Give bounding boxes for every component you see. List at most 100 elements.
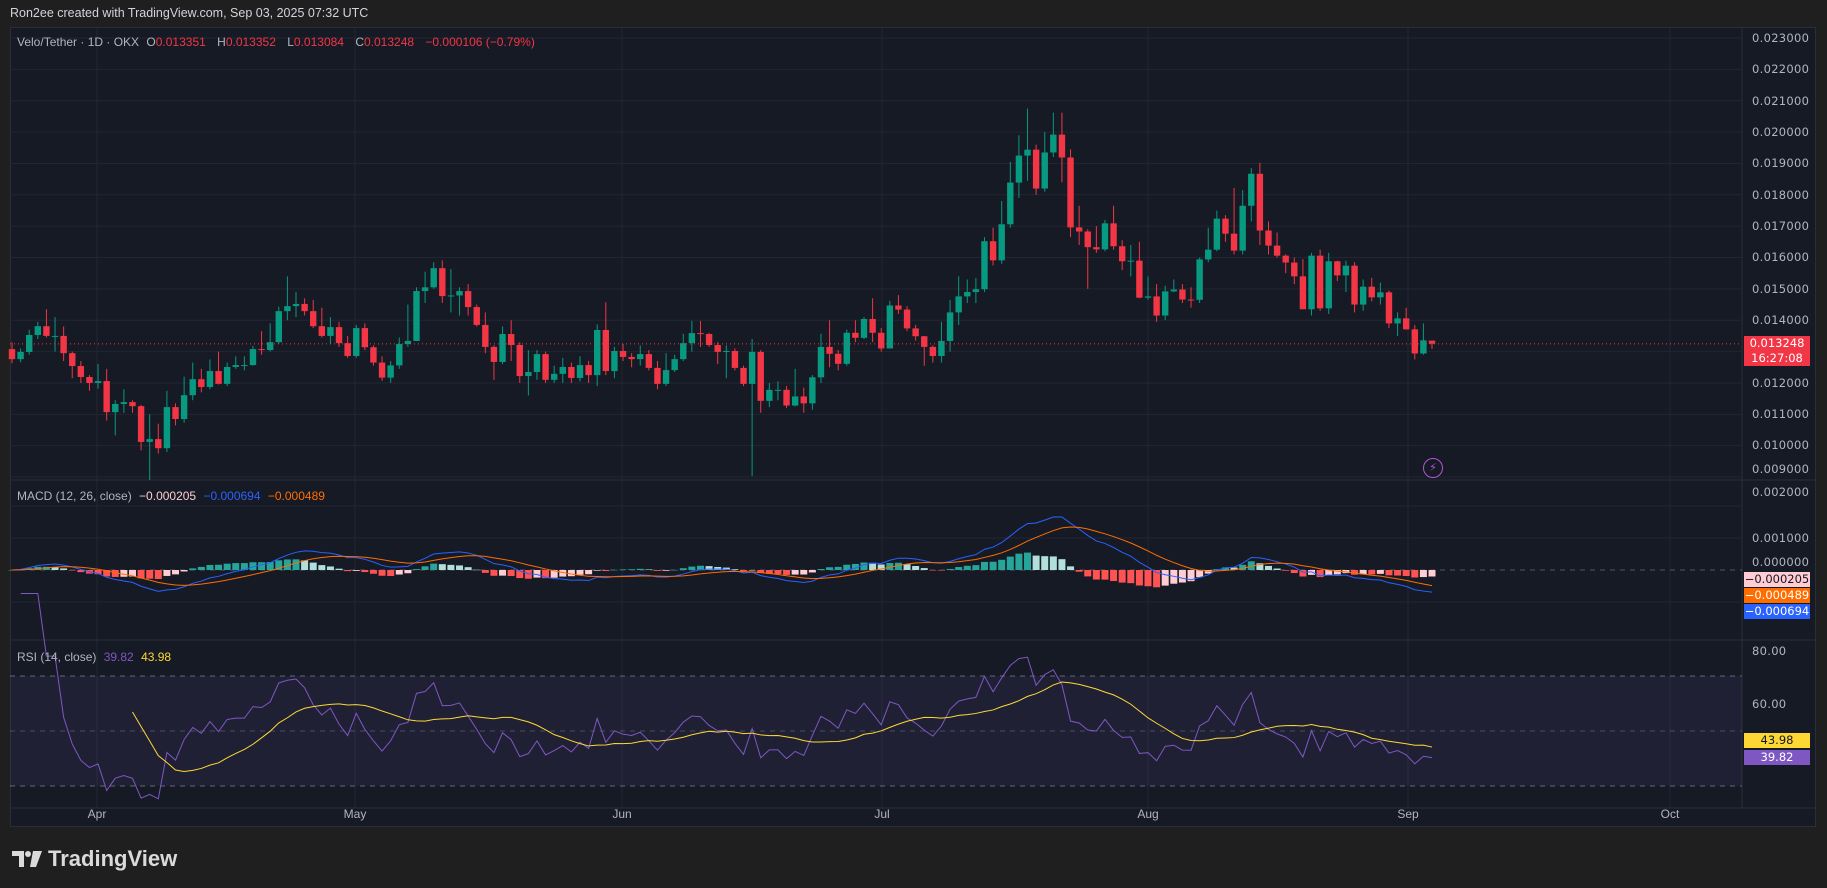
macd-histogram-value: −0.000205 [139, 489, 197, 503]
macd-histogram-bar [800, 570, 808, 575]
candle-body [611, 350, 618, 372]
candle-body [1162, 291, 1169, 316]
macd-histogram-bar [120, 570, 128, 577]
macd-histogram-bar [232, 563, 240, 570]
candle-body [1084, 231, 1091, 248]
macd-histogram-bar [671, 569, 679, 571]
macd-histogram-bar [1273, 568, 1281, 570]
macd-histogram-bar [834, 566, 842, 570]
candle-body [1428, 340, 1436, 344]
macd-histogram-bar [369, 570, 377, 574]
macd-histogram-bar [1092, 570, 1100, 580]
candle-body [929, 346, 937, 356]
macd-histogram-bar [843, 564, 851, 570]
macd-histogram-bar [1049, 556, 1057, 570]
rsi-ma-line [132, 681, 1433, 773]
candle-body [266, 342, 274, 351]
candle-body [964, 292, 971, 297]
candle-body [748, 351, 756, 384]
price-tick: 0.021000 [1752, 94, 1810, 108]
candle-body [1248, 173, 1255, 206]
rsi-title[interactable]: RSI (14, close) [17, 650, 97, 664]
lightning-icon[interactable]: ⚡ [1423, 458, 1443, 478]
candle-body [878, 332, 885, 349]
candle-body [301, 303, 308, 312]
macd-title[interactable]: MACD (12, 26, close) [17, 489, 132, 503]
candle-body [1411, 329, 1418, 354]
candle-body [86, 377, 93, 383]
macd-histogram-bar [438, 564, 446, 570]
candle-body [1153, 296, 1160, 316]
candle-body [69, 353, 76, 367]
macd-histogram-bar [808, 570, 816, 573]
candle-body [1316, 255, 1324, 309]
macd-histogram-bar [559, 570, 567, 577]
rsi-line [20, 593, 1433, 800]
macd-histogram-bar [998, 559, 1006, 570]
macd-histogram-bar [1239, 564, 1247, 570]
macd-histogram-bar [1428, 570, 1436, 577]
macd-histogram-bar [955, 567, 963, 570]
macd-histogram-bar [301, 560, 309, 570]
symbol-label[interactable]: Velo/Tether · 1D · OKX [17, 35, 140, 49]
candle-body [1205, 249, 1212, 260]
candle-body [404, 340, 412, 345]
candle-body [198, 379, 205, 388]
candle-body [585, 365, 592, 376]
price-tick: 0.018000 [1752, 188, 1810, 202]
macd-histogram-bar [1402, 570, 1410, 577]
macd-histogram-bar [456, 565, 464, 570]
macd-histogram-bar [1067, 566, 1075, 570]
macd-histogram-bar [447, 564, 455, 570]
macd-histogram-bar [903, 564, 911, 570]
tradingview-logo[interactable]: TradingView [12, 846, 177, 872]
chart-frame [10, 27, 1816, 827]
candle-body [1050, 134, 1057, 153]
candle-body [1187, 299, 1195, 301]
month-tick: Aug [1137, 807, 1159, 821]
macd-histogram-bar [490, 570, 498, 576]
macd-histogram-bar [791, 570, 799, 575]
macd-histogram-bar [464, 567, 472, 570]
macd-histogram-bar [1135, 570, 1143, 586]
macd-histogram-bar [1024, 552, 1032, 570]
candle-body [1196, 259, 1203, 300]
price-tick: 0.019000 [1752, 156, 1810, 170]
candle-body [654, 367, 661, 384]
macd-histogram-bar [344, 570, 352, 572]
macd-tick: 0.002000 [1752, 485, 1810, 499]
candle-body [464, 291, 472, 308]
macd-histogram-bar [602, 570, 610, 572]
month-tick: May [343, 807, 367, 821]
macd-histogram-bar [1376, 570, 1384, 574]
candle-body [396, 344, 403, 366]
macd-histogram-bar [1101, 570, 1109, 580]
rsi-legend: RSI (14, close) 39.82 43.98 [17, 650, 175, 664]
candle-body [275, 311, 282, 343]
macd-histogram-bar [1118, 570, 1126, 583]
candle-body [1351, 265, 1358, 305]
candle-body [421, 287, 429, 292]
candle-body [1110, 223, 1117, 247]
macd-histogram-bar [1161, 570, 1169, 586]
candle-body [430, 268, 437, 288]
high-label: H [217, 35, 226, 49]
candle-body [103, 381, 110, 413]
macd-histogram-bar [412, 569, 420, 570]
candle-body [869, 318, 876, 333]
candle-body [284, 306, 291, 312]
macd-histogram-bar [946, 568, 954, 570]
macd-histogram-bar [77, 570, 85, 573]
candle-body [43, 326, 50, 336]
price-tick: 0.020000 [1752, 125, 1810, 139]
macd-histogram-bar [1325, 570, 1333, 576]
macd-legend: MACD (12, 26, close) −0.000205 −0.000694… [17, 489, 329, 503]
macd-histogram-bar [1221, 567, 1229, 570]
candle-body [241, 365, 248, 367]
candle-body [335, 327, 343, 344]
candle-body [456, 291, 463, 296]
macd-histogram-bar [395, 570, 403, 575]
candle-body [938, 340, 945, 356]
macd-histogram-bar [653, 570, 661, 571]
